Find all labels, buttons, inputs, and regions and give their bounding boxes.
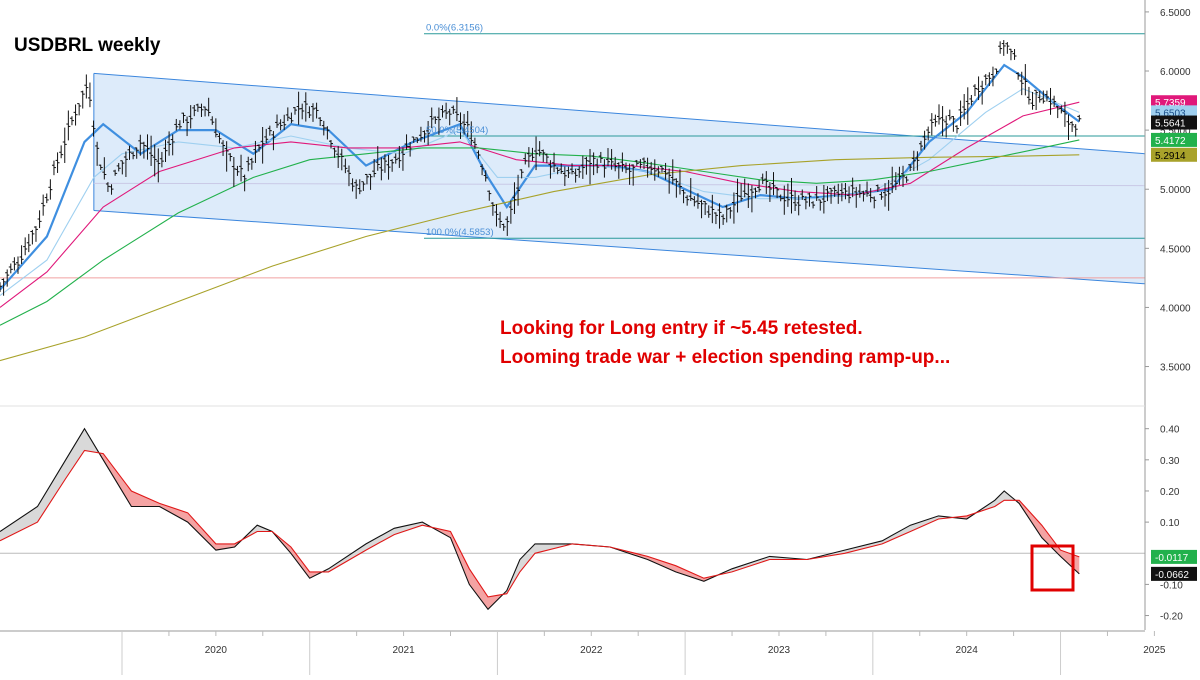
x-tick-label-1: 2021 <box>392 645 415 656</box>
fib-level-label-2: 100.0%(4.5853) <box>426 227 494 238</box>
macd-badge-label-0: -0.0117 <box>1155 553 1189 564</box>
macd-line <box>0 427 1080 611</box>
moving-average-layer <box>0 63 1080 362</box>
macd-fill-positive <box>974 491 1015 515</box>
macd-badge-0 <box>1151 549 1197 564</box>
x-tick-label-3: 2023 <box>768 645 791 656</box>
macd-fill-negative <box>269 530 322 578</box>
x-tick-label-4: 2024 <box>956 645 979 656</box>
price-badge-label-1: 5.6503 <box>1155 108 1186 119</box>
grid-layer <box>0 33 1145 279</box>
macd-fill-negative <box>1014 499 1080 574</box>
macd-y-tick-label-2: 0.20 <box>1160 487 1180 498</box>
price-y-tick-label-4: 4.5000 <box>1160 244 1191 255</box>
price-y-tick-label-1: 6.0000 <box>1160 67 1191 78</box>
macd-y-tick-label-1: 0.30 <box>1160 456 1180 467</box>
price-badge-label-3: 5.4172 <box>1155 136 1186 147</box>
annotation-line-2: Looming trade war + election spending ra… <box>500 347 950 368</box>
price-badge-3 <box>1151 132 1197 147</box>
x-tick-label-5: 2025 <box>1143 645 1166 656</box>
highlight-box <box>1030 544 1075 592</box>
labels-layer: 0.0%(6.3156) 50.0%(5.4504) 100.0%(4.5853) 5… <box>426 23 1197 581</box>
price-y-tick-label-2: 5.5000 <box>1160 126 1191 137</box>
channel-midline <box>93 182 1146 187</box>
macd-fill-positive <box>240 526 270 542</box>
price-badge-4 <box>1151 147 1197 162</box>
price-y-tick-label-6: 3.5000 <box>1160 363 1191 374</box>
price-y-tick-label-5: 4.0000 <box>1160 303 1191 314</box>
moving-average-0 <box>0 63 1080 291</box>
channel-upper-line <box>93 72 1146 155</box>
macd-y-tick-label-5: -0.20 <box>1160 612 1183 623</box>
macd-fill-positive <box>501 543 610 596</box>
x-tick-label-2: 2022 <box>580 645 603 656</box>
fib-level-label-0: 0.0%(6.3156) <box>426 23 483 34</box>
fib-level-label-1: 50.0%(5.4504) <box>426 125 488 136</box>
price-y-tick-label-3: 5.0000 <box>1160 185 1191 196</box>
price-y-tick-label-0: 6.5000 <box>1160 8 1191 19</box>
price-badge-label-2: 5.5641 <box>1155 119 1186 130</box>
signal-line <box>0 449 1080 598</box>
macd-layer <box>0 427 1145 611</box>
chart-title: USDBRL weekly <box>14 35 161 56</box>
annotation-line-1: Looking for Long entry if ~5.45 retested… <box>500 318 863 339</box>
macd-y-tick-label-4: -0.10 <box>1160 580 1183 591</box>
channel-layer <box>93 72 1146 285</box>
price-layer <box>0 40 1082 296</box>
moving-average-4 <box>0 154 1080 362</box>
moving-average-2 <box>0 101 1080 308</box>
price-badge-label-4: 5.2914 <box>1155 151 1186 162</box>
x-tick-label-0: 2020 <box>205 645 228 656</box>
macd-y-tick-label-0: 0.40 <box>1160 425 1180 436</box>
macd-fill-positive <box>717 515 953 576</box>
macd-badge-label-1: -0.0662 <box>1155 570 1189 581</box>
channel-lower-line <box>93 210 1146 285</box>
channel-fill <box>93 73 1146 284</box>
macd-fill-positive <box>0 430 98 541</box>
price-badge-2 <box>1151 115 1197 130</box>
price-badge-label-0: 5.7359 <box>1155 98 1186 109</box>
macd-fill-negative <box>431 527 502 609</box>
macd-badge-1 <box>1151 566 1197 581</box>
moving-average-3 <box>0 139 1080 326</box>
macd-y-tick-label-3: 0.10 <box>1160 518 1180 529</box>
